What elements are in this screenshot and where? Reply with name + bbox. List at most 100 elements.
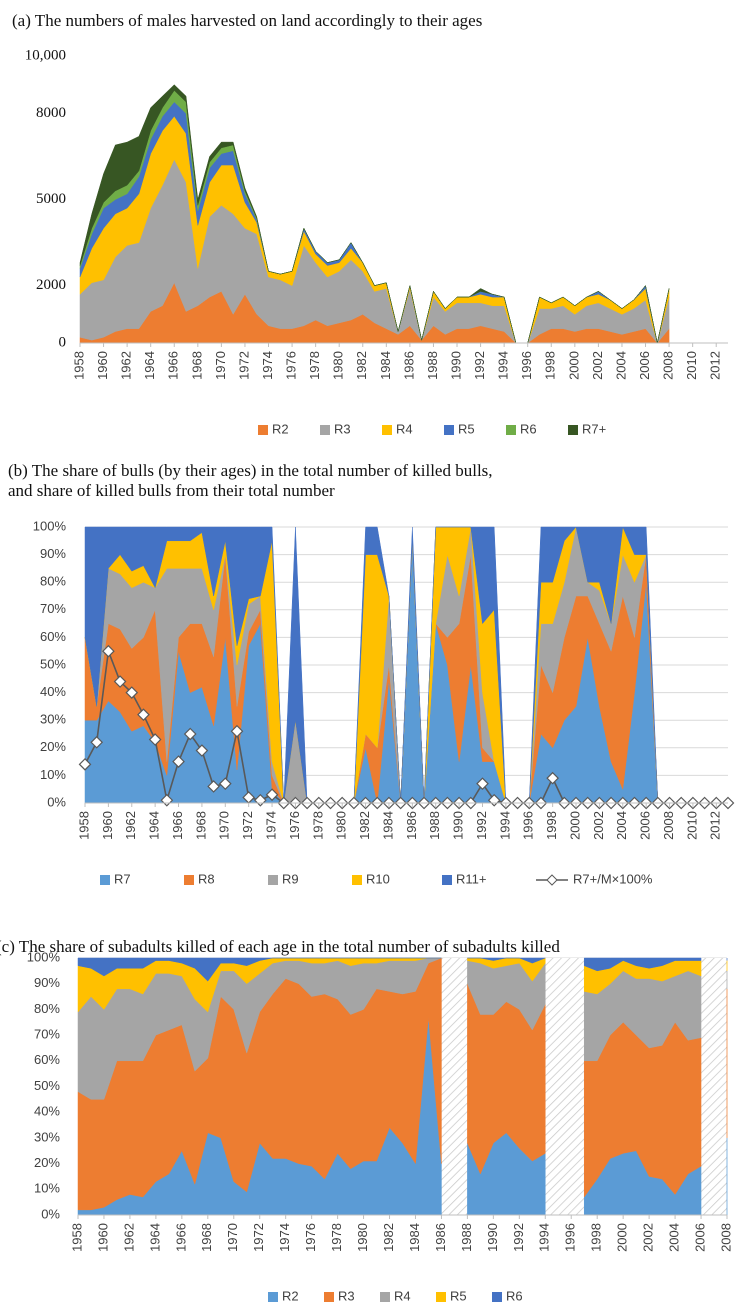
- y-tick-label: 20%: [34, 1155, 60, 1170]
- legend-label: R9: [282, 871, 299, 886]
- legend-item: R6: [492, 1288, 523, 1303]
- x-tick-label: 1984: [378, 351, 393, 380]
- x-tick-label: 1968: [189, 351, 204, 380]
- line-marker: [218, 777, 232, 791]
- y-tick-label: 70%: [40, 601, 66, 616]
- x-tick-label: 1972: [236, 351, 251, 380]
- x-tick-label: 2000: [566, 351, 581, 380]
- y-tick-label: 60%: [34, 1052, 60, 1067]
- x-tick-label: 2010: [684, 811, 699, 840]
- line-marker: [230, 724, 244, 738]
- chart-panel: (b) The share of bulls (by their ages) i…: [8, 461, 735, 886]
- x-tick-label: 1972: [251, 1223, 266, 1252]
- x-tick-label: 1974: [260, 351, 275, 380]
- legend-label: R2: [282, 1288, 299, 1303]
- legend-item: R7+/M×100%: [536, 871, 653, 886]
- x-tick-label: 1976: [287, 811, 302, 840]
- x-tick-label: 1978: [310, 811, 325, 840]
- y-tick-label: 0%: [41, 1206, 60, 1221]
- x-tick-label: 1962: [123, 811, 138, 840]
- x-tick-label: 1984: [380, 811, 395, 840]
- y-tick-label: 90%: [34, 975, 60, 990]
- y-tick-label: 40%: [34, 1104, 60, 1119]
- x-tick-label: 1980: [331, 351, 346, 380]
- legend-item: R2: [268, 1288, 299, 1303]
- legend-swatch: [568, 425, 578, 435]
- x-tick-label: 1992: [511, 1223, 526, 1252]
- area-segment: [79, 84, 670, 344]
- legend-swatch: [352, 875, 362, 885]
- legend-swatch: [382, 425, 392, 435]
- legend-swatch: [320, 425, 330, 435]
- x-tick-label: 1998: [589, 1223, 604, 1252]
- legend-item: R4: [382, 421, 413, 436]
- legend-item: R4: [380, 1288, 411, 1303]
- y-tick-label: 8000: [36, 105, 66, 121]
- legend-label: R4: [394, 1288, 411, 1303]
- y-tick-label: 10%: [40, 767, 66, 782]
- x-tick-label: 1976: [284, 351, 299, 380]
- line-marker: [113, 675, 127, 688]
- area-segment: [84, 526, 659, 804]
- legend-swatch: [100, 875, 110, 885]
- x-tick-label: 2008: [718, 1223, 733, 1252]
- y-tick-label: 0: [59, 334, 67, 350]
- y-tick-label: 10,000: [25, 47, 66, 63]
- x-tick-label: 1970: [225, 1223, 240, 1252]
- x-tick-label: 1962: [119, 351, 134, 380]
- legend-label: R8: [198, 871, 215, 886]
- line-marker: [125, 686, 139, 699]
- y-tick-label: 20%: [40, 739, 66, 754]
- x-tick-label: 1986: [404, 811, 419, 840]
- x-tick-label: 1964: [142, 351, 157, 380]
- x-tick-label: 1982: [357, 811, 372, 840]
- x-tick-label: 2000: [615, 1223, 630, 1252]
- x-tick-label: 1990: [485, 1223, 500, 1252]
- chart-title: (c) The share of subadults killed of eac…: [0, 937, 560, 956]
- x-tick-label: 2006: [692, 1223, 707, 1252]
- x-tick-label: 1980: [334, 811, 349, 840]
- y-tick-label: 80%: [40, 574, 66, 589]
- x-tick-label: 1958: [76, 811, 91, 840]
- x-tick-label: 1976: [303, 1223, 318, 1252]
- legend-swatch: [380, 1292, 390, 1302]
- legend-swatch: [436, 1292, 446, 1302]
- line-marker: [137, 708, 150, 722]
- x-tick-label: 1964: [147, 1223, 162, 1252]
- y-tick-label: 100%: [27, 949, 61, 964]
- legend-swatch: [444, 425, 454, 435]
- x-tick-label: 1990: [448, 351, 463, 380]
- x-tick-label: 1984: [407, 1223, 422, 1252]
- x-tick-label: 1998: [543, 351, 558, 380]
- y-tick-label: 2000: [36, 277, 66, 293]
- x-tick-label: 2006: [637, 351, 652, 380]
- x-tick-label: 1966: [173, 1223, 188, 1252]
- chart-title: and share of killed bulls from their tot…: [8, 481, 335, 500]
- y-tick-label: 90%: [40, 546, 66, 561]
- x-tick-label: 1996: [521, 811, 536, 840]
- line-marker: [148, 733, 162, 746]
- x-tick-label: 2012: [708, 811, 723, 840]
- legend-label: R10: [366, 871, 390, 886]
- y-tick-label: 10%: [34, 1181, 60, 1196]
- x-tick-label: 1998: [544, 811, 559, 840]
- legend-label: R7+: [582, 421, 606, 436]
- x-tick-label: 1960: [100, 811, 115, 840]
- x-tick-label: 1988: [425, 351, 440, 380]
- x-tick-label: 2010: [684, 351, 699, 380]
- x-tick-label: 1958: [69, 1223, 84, 1252]
- x-tick-label: 1958: [71, 351, 86, 380]
- x-tick-label: 1978: [329, 1223, 344, 1252]
- legend-item: R7: [100, 871, 131, 886]
- x-tick-label: 1988: [427, 811, 442, 840]
- y-tick-label: 50%: [40, 656, 66, 671]
- legend-item: R7+: [568, 421, 606, 436]
- legend-label: R2: [272, 421, 289, 436]
- x-tick-label: 2008: [661, 811, 676, 840]
- x-tick-label: 1996: [519, 351, 534, 380]
- y-tick-label: 30%: [34, 1129, 60, 1144]
- area-segment: [77, 957, 442, 982]
- area-segment: [467, 957, 546, 964]
- legend-label: R3: [338, 1288, 355, 1303]
